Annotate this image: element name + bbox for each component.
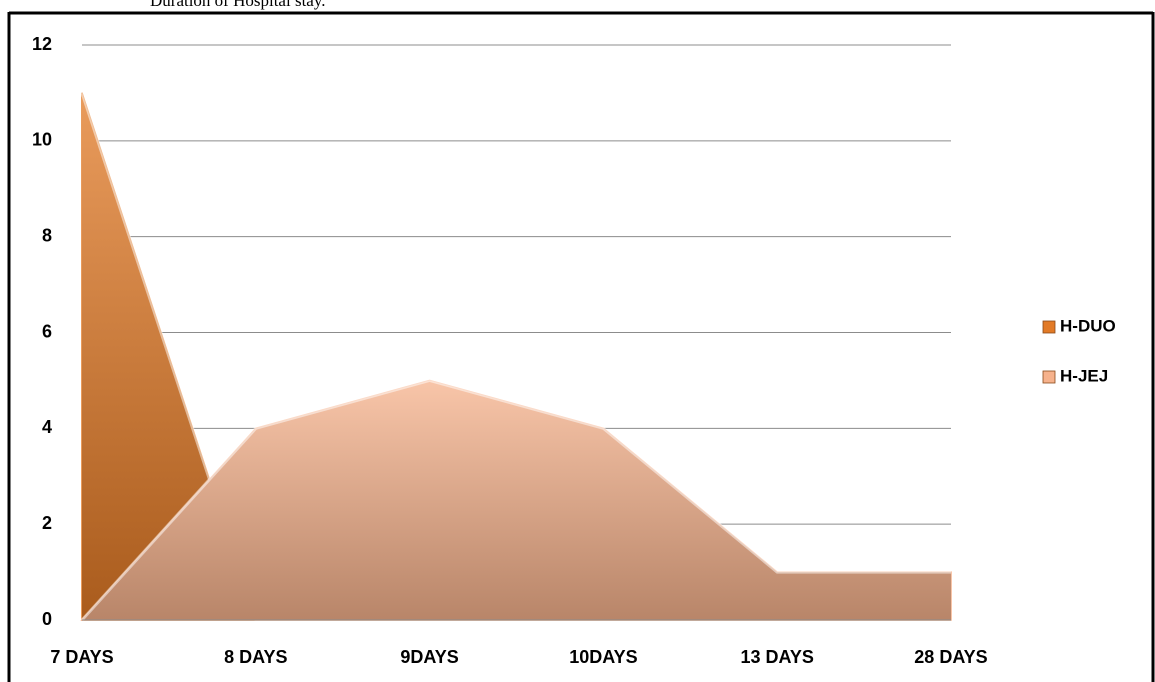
area-shade — [82, 380, 951, 620]
x-tick-label: 13 DAYS — [741, 647, 814, 667]
y-tick-label: 12 — [32, 34, 52, 54]
y-tick-label: 8 — [42, 225, 52, 245]
y-tick-label: 2 — [42, 513, 52, 533]
y-tick-label: 0 — [42, 609, 52, 629]
x-tick-label: 7 DAYS — [50, 647, 113, 667]
x-tick-label: 8 DAYS — [224, 647, 287, 667]
legend-label: H-JEJ — [1060, 366, 1108, 385]
caption: Duration of Hospital stay. — [150, 0, 325, 10]
y-tick-label: 4 — [42, 417, 52, 437]
x-tick-label: 10DAYS — [569, 647, 637, 667]
y-tick-label: 10 — [32, 130, 52, 150]
legend-swatch — [1042, 320, 1056, 334]
x-tick-label: 28 DAYS — [914, 647, 987, 667]
legend-label: H-DUO — [1060, 316, 1116, 335]
legend-swatch — [1042, 370, 1056, 384]
y-tick-label: 6 — [42, 321, 52, 341]
x-tick-label: 9DAYS — [400, 647, 458, 667]
caption-bg — [10, 0, 340, 11]
area-edge — [80, 378, 951, 622]
